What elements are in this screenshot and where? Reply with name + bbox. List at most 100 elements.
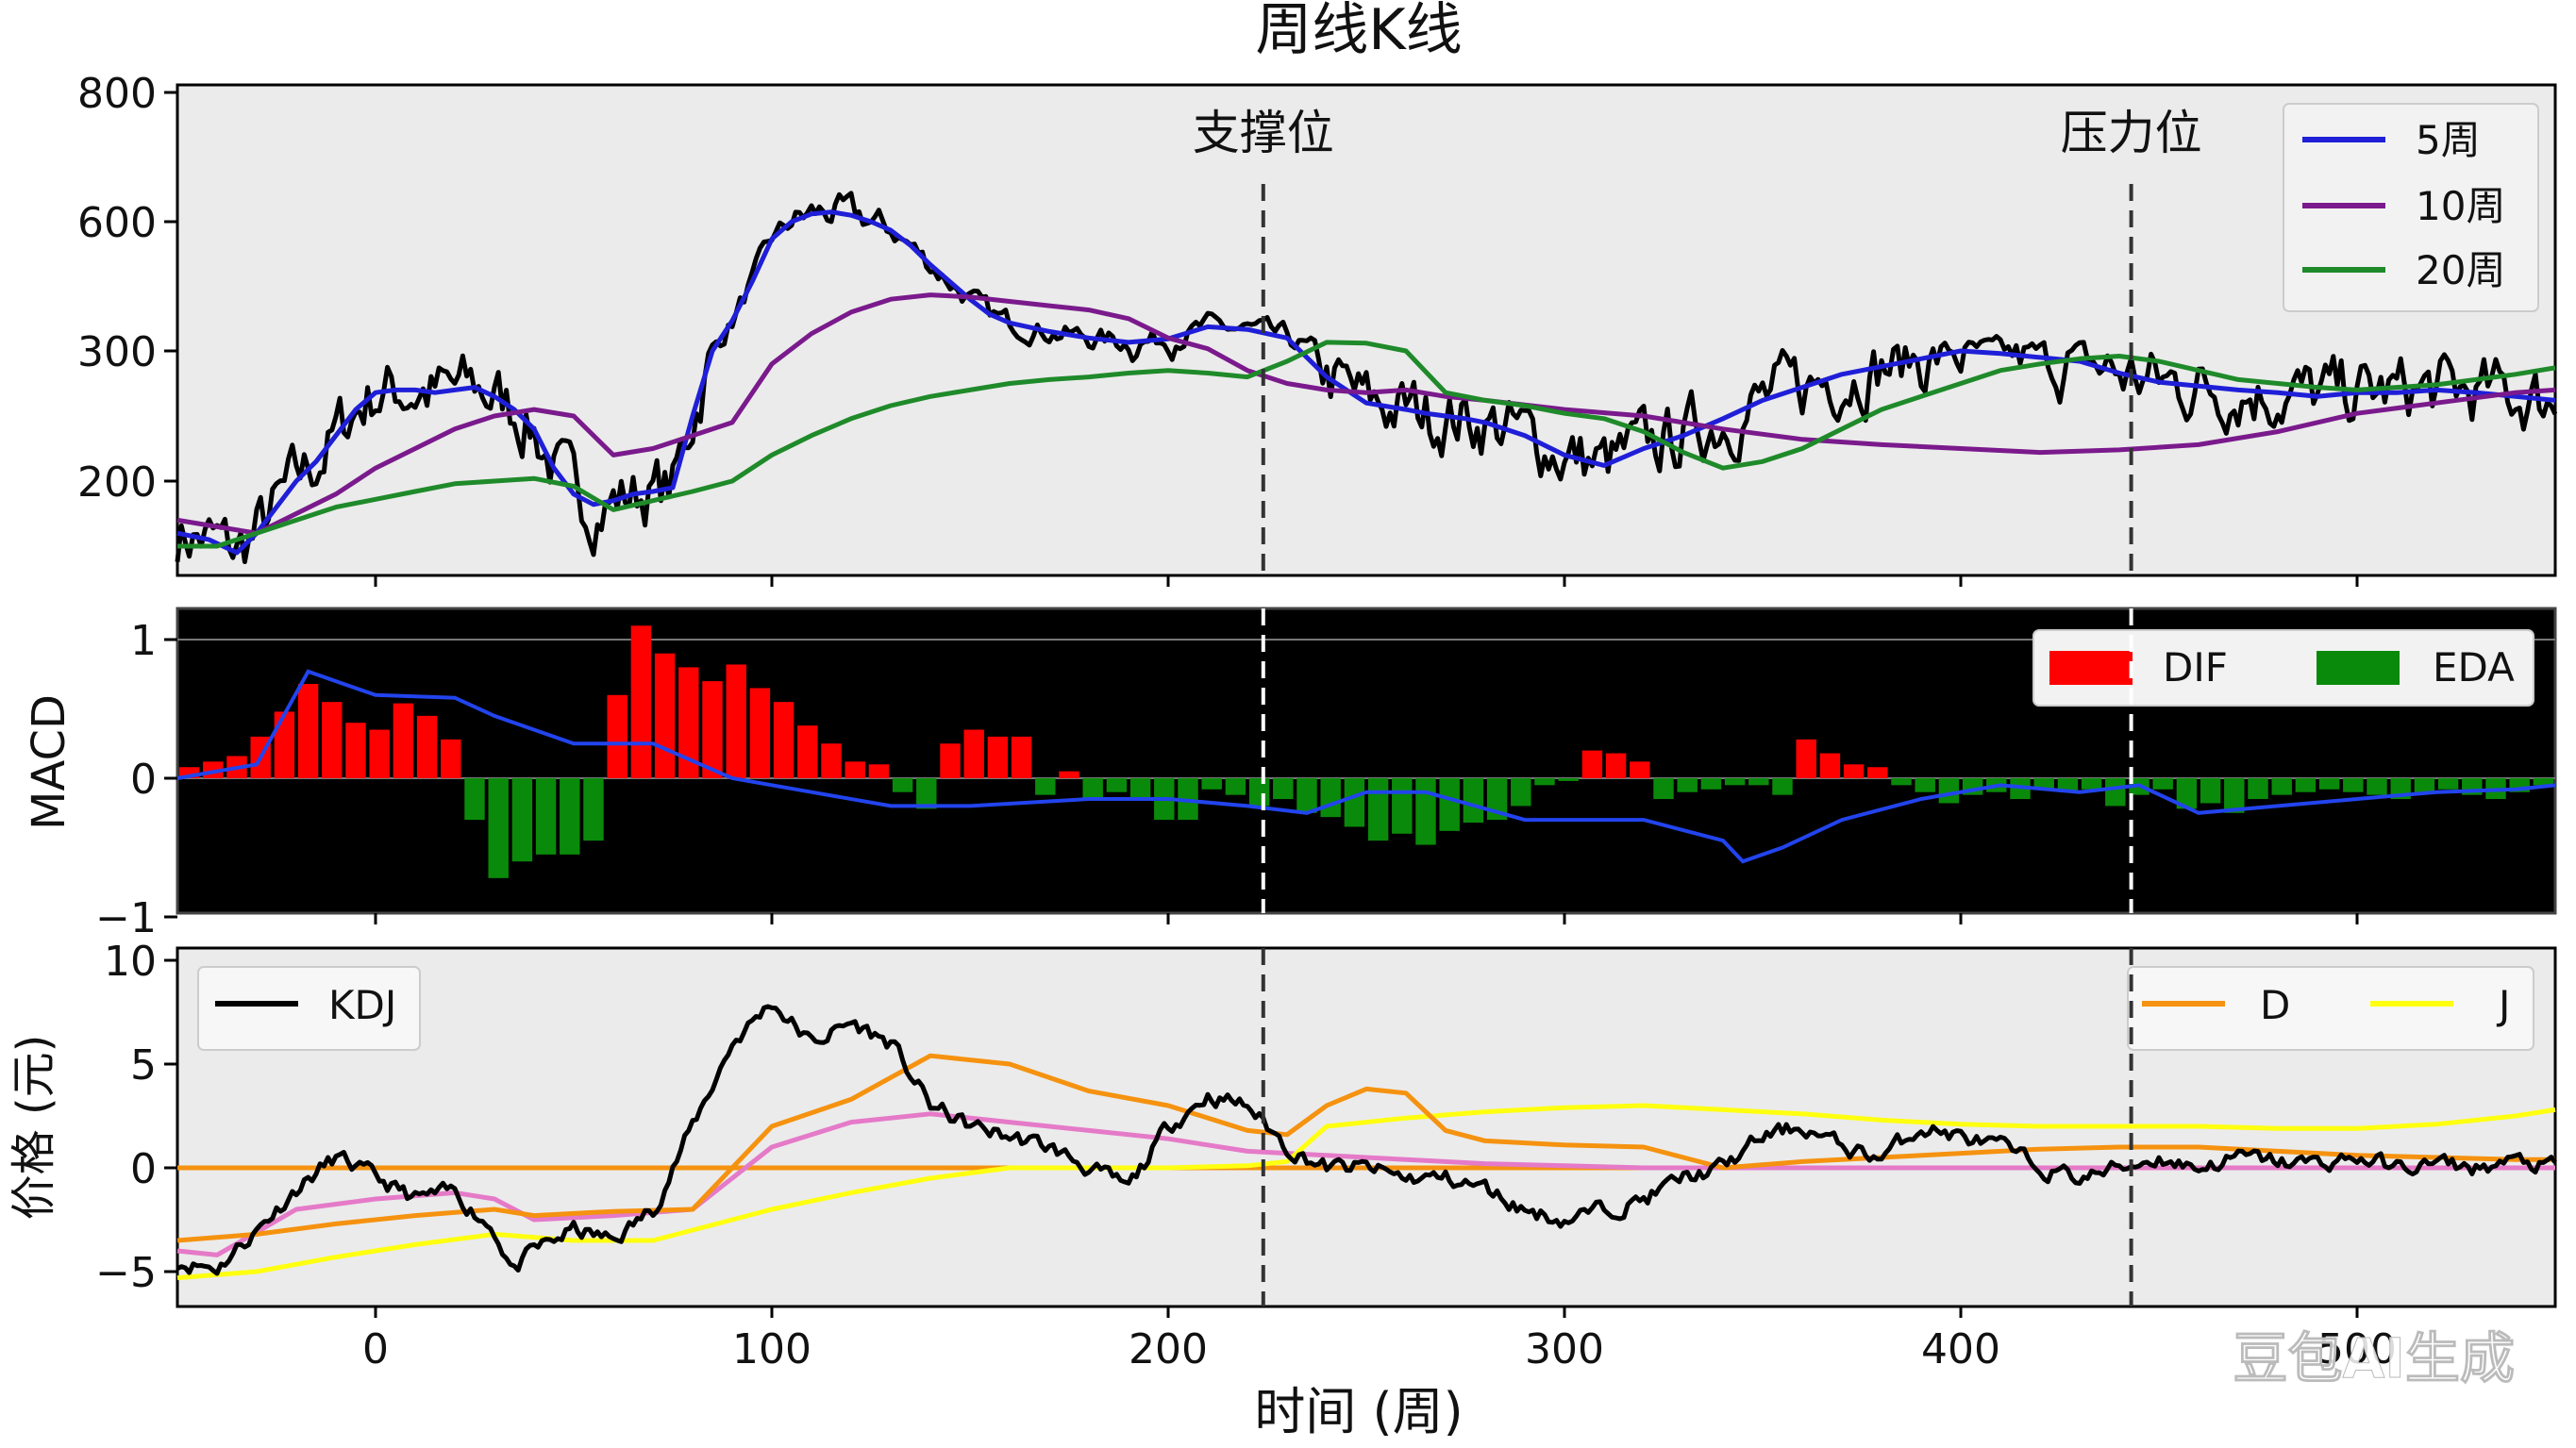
price-y-tick-label: 600 — [77, 199, 157, 247]
eda-bar — [1724, 778, 1746, 786]
support-label: 支撑位 — [1193, 106, 1334, 160]
legend-label-ma10: 10周 — [2416, 183, 2505, 229]
chart-title: 周线K线 — [1255, 0, 1462, 63]
eda-bar — [1938, 778, 1960, 804]
dif-bar — [322, 702, 343, 778]
dif-bar — [274, 711, 295, 778]
dif-bar — [868, 764, 890, 778]
eda-bar — [1129, 778, 1151, 800]
eda-bar — [2533, 778, 2554, 786]
kdj-y-axis: 10 5 0 −5 — [95, 938, 177, 1297]
dif-bar — [1843, 764, 1865, 778]
eda-bar — [511, 778, 533, 862]
dif-bar — [940, 743, 961, 778]
eda-bar — [1748, 778, 1769, 786]
eda-bar — [2248, 778, 2268, 800]
series-line-1 — [176, 292, 2556, 536]
x-axis-label: 时间 (周) — [1254, 1382, 1463, 1441]
resistance-label: 压力位 — [2061, 106, 2202, 160]
dif-bar — [1011, 736, 1032, 778]
price-y-tick-label: 800 — [77, 70, 157, 118]
eda-bar — [1700, 778, 1722, 790]
price-plot-area — [175, 191, 2558, 564]
dif-bar — [1819, 753, 1841, 778]
eda-bar — [2057, 778, 2079, 792]
dif-bar — [1059, 771, 1079, 778]
macd-signal-line — [176, 669, 2556, 864]
eda-bar — [1225, 778, 1246, 795]
kdj-plot-area — [176, 1004, 2557, 1281]
dif-bar — [297, 684, 319, 778]
dif-bar — [1630, 761, 1650, 778]
eda-bar — [488, 778, 509, 878]
eda-bar — [2367, 778, 2387, 795]
eda-bar — [2343, 778, 2364, 792]
legend-label-dif: DIF — [2163, 644, 2228, 691]
eda-bar — [1891, 778, 1912, 786]
macd-legend: DIF EDA — [2032, 629, 2534, 707]
dif-bar — [369, 729, 390, 778]
eda-bar — [892, 778, 913, 792]
eda-bar — [2224, 778, 2245, 813]
legend-swatch-eda — [2317, 651, 2400, 685]
macd-legend-box — [2032, 629, 2534, 707]
kdj-y-tick-label: 0 — [130, 1145, 157, 1193]
kdj-y-tick-label: −5 — [95, 1249, 157, 1297]
eda-bar — [1653, 778, 1674, 800]
eda-bar — [2414, 778, 2435, 792]
dif-bar — [821, 743, 842, 778]
eda-bar — [1772, 778, 1793, 795]
legend-label-j: J — [2496, 982, 2510, 1028]
macd-y-tick-label: 0 — [130, 756, 157, 804]
kdj-series-kdj-line — [176, 1004, 2557, 1276]
dif-bar — [416, 715, 438, 778]
price-y-tick-label: 300 — [77, 328, 157, 376]
legend-swatch-dif — [2049, 651, 2133, 685]
eda-bar — [2152, 778, 2173, 790]
eda-bar — [535, 778, 557, 855]
series-line-2 — [177, 340, 2556, 549]
dif-bar — [987, 736, 1009, 778]
price-legend: 5周 10周 20周 — [2283, 103, 2539, 312]
x-tick-label: 300 — [1525, 1325, 1604, 1373]
kdj-k-line — [176, 1111, 2555, 1257]
macd-y-tick-label: −1 — [95, 894, 157, 942]
price-legend-box — [2283, 103, 2539, 312]
dif-bar — [845, 761, 865, 778]
dif-bar — [1581, 750, 1603, 778]
macd-y-tick-label: 1 — [130, 617, 157, 665]
x-tick-label: 500 — [2317, 1325, 2397, 1373]
dif-bar — [393, 703, 414, 778]
x-tick-label: 200 — [1129, 1325, 1208, 1373]
eda-bar — [1296, 778, 1317, 813]
eda-bar — [1439, 778, 1460, 831]
dif-bar — [441, 739, 461, 778]
eda-bar — [1677, 778, 1698, 792]
macd-ylabel: MACD — [23, 694, 75, 830]
eda-bar — [464, 778, 485, 821]
series-line-0 — [176, 209, 2556, 556]
eda-bar — [1558, 778, 1579, 781]
kdj-y-tick-label: 10 — [104, 938, 157, 986]
dif-bar — [654, 653, 676, 778]
eda-bar — [1463, 778, 1484, 824]
eda-bar — [1106, 778, 1128, 792]
eda-bar — [1511, 778, 1531, 807]
eda-bar — [1035, 778, 1056, 795]
eda-bar — [1915, 778, 1935, 792]
eda-bar — [2318, 778, 2340, 790]
dif-bar — [630, 625, 652, 778]
eda-bar — [1344, 778, 1365, 827]
eda-bar — [2176, 778, 2198, 809]
dif-bar — [1867, 767, 1888, 778]
dif-bar — [607, 694, 627, 778]
eda-bar — [916, 778, 937, 809]
eda-bar — [1392, 778, 1413, 834]
eda-bar — [583, 778, 604, 841]
macd-y-axis: 1 0 −1 — [95, 617, 2359, 942]
dif-bar — [678, 667, 699, 778]
x-tick-label: 100 — [732, 1325, 811, 1373]
legend-label-eda: EDA — [2433, 644, 2515, 691]
eda-bar — [2437, 778, 2459, 790]
eda-bar — [2295, 778, 2317, 792]
